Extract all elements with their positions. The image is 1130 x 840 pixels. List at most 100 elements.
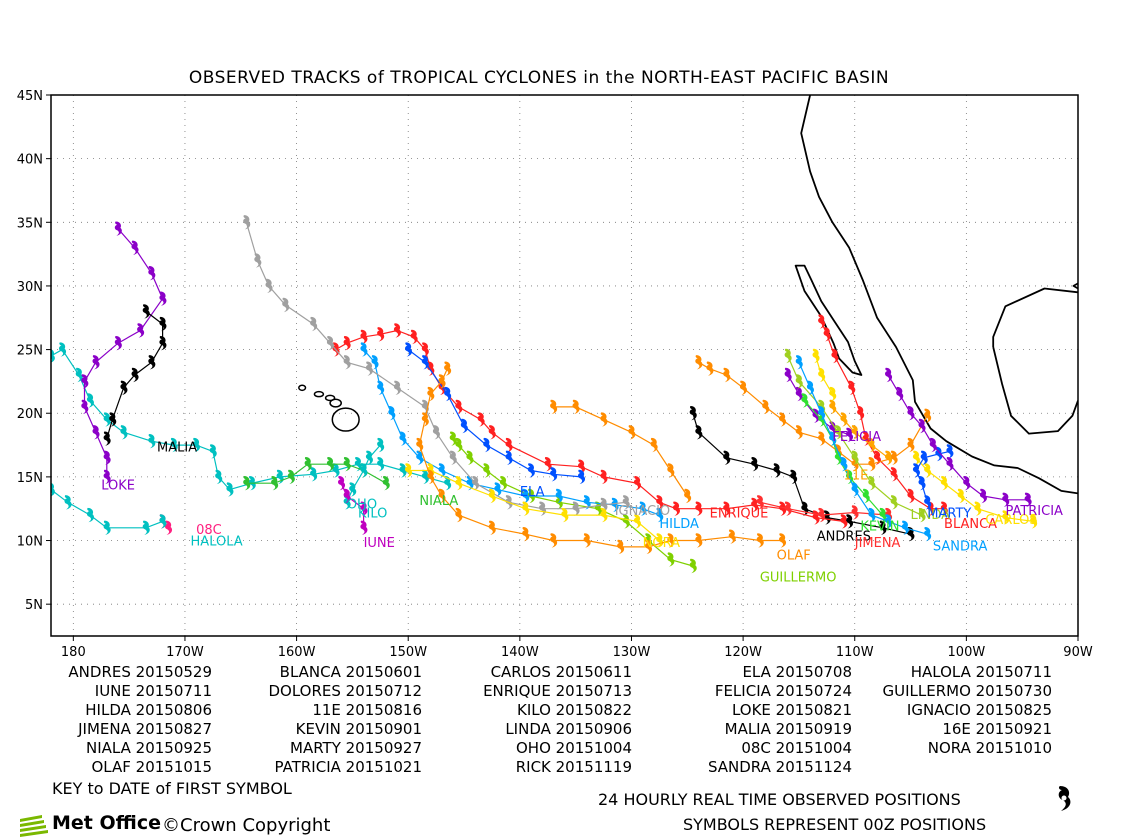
cyclone-position-marker [483,463,491,478]
cyclone-position-marker [801,393,809,408]
cyclone-position-marker [650,437,658,453]
cyclone-position-marker [360,520,368,535]
cyclone-position-marker [756,533,764,548]
storm-key-entry: HILDA 20150806 [85,701,212,719]
cyclone-position-marker [851,450,859,465]
lat-tick-label: 15N [17,471,43,486]
storm-key-entry: PATRICIA 20151021 [274,758,422,776]
storm-label: IGNACIO [615,504,670,519]
cyclone-position-marker [723,367,731,383]
storm-key-entry: OLAF 20151015 [91,758,212,776]
cyclone-position-marker [455,507,463,523]
storm-key-entry: 16E 20150921 [942,720,1052,738]
cyclone-position-marker [522,527,530,542]
cyclone-position-marker [81,374,89,389]
track-nora [405,463,664,548]
storm-key-entry: LOKE 20150821 [731,701,852,719]
cyclone-position-marker [848,380,856,395]
track-blanca [818,314,948,516]
cyclone-symbol-icon [1058,786,1071,811]
cyclone-position-marker [812,348,820,364]
cyclone-position-marker [3,368,10,382]
track-line [346,444,381,503]
cyclone-position-marker [818,431,826,446]
cyclone-position-marker [851,425,859,440]
cyclone-position-marker [159,291,167,306]
cyclone-position-marker [617,539,625,555]
cyclone-position-marker [907,406,915,421]
cyclone-position-marker [142,520,150,535]
cyclone-position-marker [896,386,904,402]
cyclone-position-marker [527,463,535,478]
cyclone-position-marker [695,533,703,548]
cyclone-position-marker [326,336,334,351]
cyclone-position-marker [114,336,122,351]
cyclone-position-marker [667,533,675,548]
lon-tick-label: 160W [278,645,316,660]
storm-label: CARLOS [985,513,1037,528]
cyclone-position-marker [343,336,351,351]
track-niala [243,457,390,491]
cyclone-position-marker [438,463,446,478]
cyclone-position-marker [170,437,178,453]
storm-key-entry: IUNE 20150711 [94,682,212,700]
legend-symbols-00z: SYMBOLS REPRESENT 00Z POSITIONS [683,815,987,834]
storm-key-entry: JIMENA 20150827 [78,720,212,738]
cyclone-position-marker [672,501,680,516]
cyclone-position-marker [215,469,223,485]
cyclone-position-marker [349,482,357,497]
cyclone-position-marker [846,514,854,529]
cyclone-position-marker [656,495,664,510]
cyclone-position-marker [360,342,368,357]
track-hilda [360,342,664,523]
track-andres [689,406,915,542]
cyclone-position-marker [572,399,580,415]
lat-tick-label: 10N [17,535,43,550]
lat-tick-label: 35N [17,216,43,231]
cyclone-position-marker [695,501,703,516]
cyclone-position-marker [522,488,530,504]
cyclone-position-marker [365,361,373,376]
storm-key-entry: MARTY 20150927 [290,739,422,757]
cyclone-position-marker [907,488,915,504]
cyclone-position-marker [472,476,480,491]
cyclone-position-marker [466,450,474,465]
track-line [335,329,844,522]
cyclone-position-marker [834,450,842,465]
met-office-logo-icon [20,815,48,837]
cyclone-position-marker [857,406,865,421]
cyclone-position-marker [103,520,111,535]
cyclone-position-marker [890,467,898,482]
cyclone-position-marker [310,316,318,332]
cyclone-position-marker [728,529,736,544]
cyclone-position-marker [862,488,870,504]
cyclone-position-marker [550,399,558,415]
cyclone-position-marker [846,427,854,443]
cyclone-position-marker [555,488,563,504]
cyclone-position-marker [86,507,94,523]
cyclone-position-marker [120,425,128,440]
cyclone-position-marker [354,457,362,472]
lon-tick-label: 140W [501,645,539,660]
cyclone-position-marker [706,361,714,376]
cyclone-position-marker [572,501,580,516]
cyclone-position-marker [829,431,837,446]
storm-label: OLAF [777,549,811,564]
cyclone-position-marker [148,266,156,281]
storm-label: HILDA [659,517,699,532]
cyclone-position-marker [784,501,792,516]
cyclone-position-marker [901,520,909,535]
cyclone-position-marker [773,463,781,478]
cyclone-position-marker [879,520,887,535]
cyclone-position-marker [51,349,55,363]
cyclone-position-marker [421,355,429,370]
cyclone-position-marker [656,507,664,523]
cyclone-position-marker [243,215,251,230]
cyclone-position-marker [806,380,814,395]
storm-key-entry: RICK 20151119 [515,758,632,776]
cyclone-position-marker [371,355,379,370]
cyclone-position-marker [209,444,217,459]
lat-tick-label: 30N [17,280,43,295]
cyclone-position-marker [823,327,831,342]
track-16e [812,348,837,402]
